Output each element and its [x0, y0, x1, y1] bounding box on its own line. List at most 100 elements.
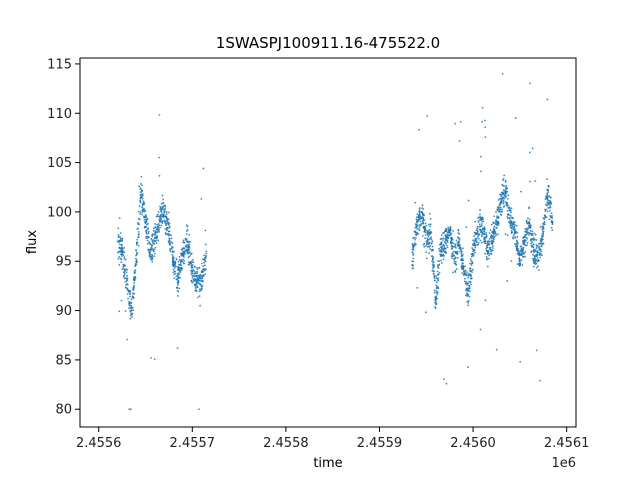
data-point-scatter — [166, 222, 168, 225]
data-point-scatter — [535, 246, 538, 248]
data-point-scatter — [132, 278, 135, 281]
data-point-scatter — [204, 243, 207, 246]
data-point-scatter — [431, 245, 434, 248]
data-point-scatter — [532, 246, 535, 249]
data-point-scatter — [504, 233, 507, 236]
data-point-scatter — [445, 234, 447, 236]
data-point-scatter — [161, 220, 164, 222]
data-point-scatter — [126, 277, 129, 280]
data-point-scatter — [520, 259, 523, 261]
data-point-scatter — [118, 217, 121, 220]
x-tick-label: 2.4558 — [263, 436, 309, 451]
data-point-scatter — [118, 243, 121, 246]
data-point-scatter — [154, 246, 157, 249]
data-point-scatter — [416, 227, 419, 230]
data-point-scatter — [436, 265, 439, 268]
data-point-scatter — [192, 280, 195, 283]
data-point-scatter — [440, 246, 442, 249]
data-point-scatter — [158, 216, 161, 218]
data-point-scatter — [542, 230, 545, 233]
y-axis-label: flux — [25, 230, 40, 254]
data-point-scatter — [184, 238, 187, 241]
data-point-scatter — [157, 228, 160, 231]
data-point-scatter — [492, 227, 495, 229]
data-point-scatter — [546, 196, 549, 199]
data-point-scatter — [155, 240, 157, 242]
data-point-scatter — [522, 242, 525, 245]
data-point-scatter — [438, 260, 441, 263]
data-point-scatter — [165, 211, 168, 213]
data-point-scatter — [496, 208, 499, 211]
data-point-scatter — [507, 194, 510, 197]
data-point-scatter — [449, 241, 452, 244]
data-point-scatter — [432, 273, 435, 275]
data-point-scatter — [412, 245, 415, 248]
data-point-scatter — [470, 283, 472, 286]
data-point-scatter — [178, 258, 181, 261]
data-point-scatter — [524, 234, 527, 237]
data-point-scatter — [542, 227, 545, 230]
data-point-scatter — [532, 253, 534, 256]
data-point-scatter — [416, 232, 418, 235]
data-point-scatter — [509, 222, 512, 225]
data-point-scatter — [456, 251, 459, 253]
data-point-scatter — [495, 234, 497, 237]
data-point-scatter — [433, 274, 436, 277]
data-point-scatter — [154, 223, 157, 225]
data-point-scatter — [138, 218, 141, 221]
data-point-scatter — [172, 268, 175, 271]
data-point-scatter — [506, 234, 509, 236]
data-point-scatter — [141, 211, 144, 213]
data-point-scatter — [421, 204, 424, 207]
data-point-scatter — [128, 302, 131, 305]
y-tick-label: 105 — [47, 156, 72, 171]
data-point-scatter — [464, 282, 467, 285]
data-point-scatter — [143, 216, 146, 219]
data-point-scatter — [484, 252, 486, 255]
data-point-scatter — [535, 349, 538, 352]
data-point-scatter — [462, 268, 465, 271]
data-point-scatter — [548, 200, 551, 202]
data-point-scatter — [192, 275, 195, 278]
data-point-scatter — [493, 232, 496, 235]
data-point-scatter — [147, 228, 149, 230]
data-point-scatter — [140, 193, 143, 196]
data-point-scatter — [165, 213, 168, 216]
data-point-scatter — [127, 297, 129, 300]
data-point-scatter — [451, 252, 454, 255]
data-point-scatter — [146, 232, 148, 235]
data-point-scatter — [516, 231, 519, 234]
data-point-scatter — [505, 196, 507, 199]
data-point-scatter — [435, 291, 438, 294]
data-point-scatter — [548, 195, 551, 198]
data-point-scatter — [119, 237, 122, 240]
data-point-scatter — [532, 265, 535, 268]
data-point-scatter — [466, 289, 468, 292]
data-point-scatter — [182, 247, 185, 249]
data-point-scatter — [529, 239, 532, 241]
data-point-scatter — [430, 242, 433, 245]
data-point-scatter — [182, 255, 184, 257]
data-point-scatter — [173, 261, 176, 264]
data-point-scatter — [550, 226, 553, 229]
data-point-scatter — [502, 199, 505, 202]
data-point-scatter — [516, 235, 519, 238]
data-point-scatter — [464, 273, 467, 276]
data-point-scatter — [131, 306, 134, 309]
data-point-scatter — [171, 246, 174, 248]
data-point-scatter — [444, 242, 447, 245]
data-point-scatter — [427, 243, 430, 246]
data-point-scatter — [539, 240, 542, 242]
data-point-scatter — [527, 217, 529, 220]
data-point-scatter — [535, 244, 538, 246]
data-point-scatter — [544, 210, 547, 212]
data-point-scatter — [199, 277, 202, 280]
data-point-scatter — [412, 264, 415, 267]
data-point-scatter — [469, 269, 471, 272]
data-point-scatter — [531, 241, 534, 243]
data-point-scatter — [141, 209, 144, 212]
data-point-scatter — [544, 198, 547, 200]
data-point-scatter — [157, 239, 160, 242]
data-point-scatter — [523, 236, 526, 239]
data-point-scatter — [504, 181, 507, 183]
